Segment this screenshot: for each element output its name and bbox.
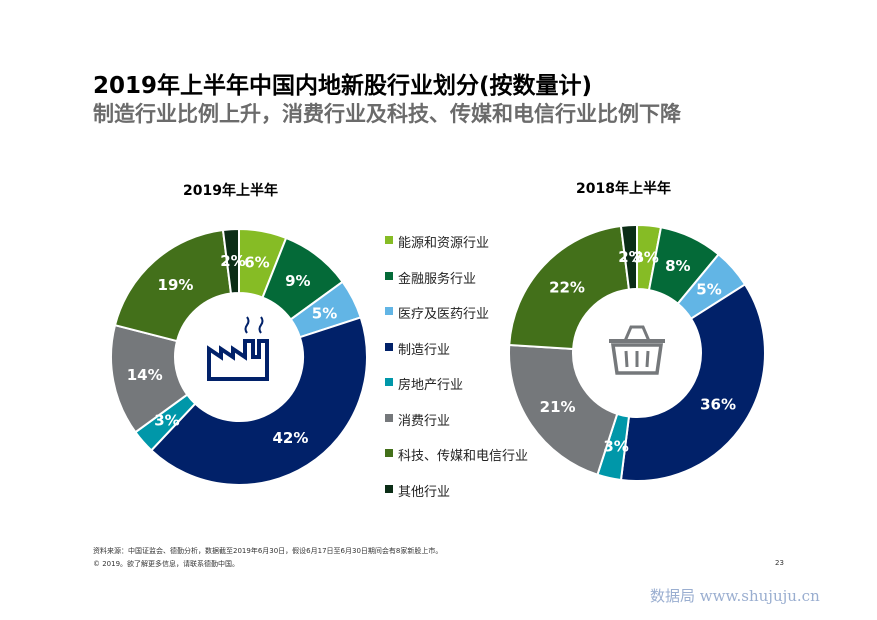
legend-label: 制造行业 xyxy=(398,342,451,358)
data-label-2019-7: 2% xyxy=(220,252,245,270)
legend-label: 金融服务行业 xyxy=(398,271,477,287)
data-label-2018-1: 8% xyxy=(665,257,690,275)
donut-slice-2019-7 xyxy=(221,228,240,295)
donut-slice-2019-3 xyxy=(149,316,368,486)
data-label-2018-3: 36% xyxy=(700,395,736,413)
legend-swatch xyxy=(385,378,393,386)
page-subtitle: 制造行业比例上升，消费行业及科技、传媒和电信行业比例下降 xyxy=(93,102,681,126)
factory-icon xyxy=(207,316,269,381)
chart-title-2018: 2018年上半年 xyxy=(576,181,671,197)
legend-swatch xyxy=(385,484,393,493)
copyright-note: © 2019。欲了解更多信息，请联系德勤中国。 xyxy=(93,560,240,568)
legend-swatch xyxy=(385,307,393,315)
data-label-2019-3: 42% xyxy=(272,429,308,447)
legend-swatch xyxy=(385,271,393,280)
legend-swatch xyxy=(385,236,393,244)
legend-swatch xyxy=(385,413,393,422)
donut-slice-2018-3 xyxy=(619,283,766,482)
legend-label: 科技、传媒和电信行业 xyxy=(398,449,529,464)
page-number: 23 xyxy=(775,559,784,567)
legend-swatch xyxy=(385,342,393,351)
data-label-2018-7: 2% xyxy=(618,248,643,266)
data-label-2018-6: 22% xyxy=(549,278,585,296)
legend-label: 医疗及医药行业 xyxy=(398,307,490,322)
donut-slice-2018-5 xyxy=(508,343,619,476)
data-label-2018-0: 3% xyxy=(633,248,658,266)
legend-label: 消费行业 xyxy=(398,413,451,429)
legend-label: 房地产行业 xyxy=(398,378,464,393)
data-label-2019-5: 14% xyxy=(127,366,163,384)
legend-label: 其他行业 xyxy=(398,484,451,500)
donut-slice-2018-6 xyxy=(508,224,631,351)
data-label-2018-2: 5% xyxy=(696,281,721,299)
shopping-basket-icon xyxy=(609,325,665,375)
source-note: 资料来源：中国证监会、德勤分析，数据截至2019年6月30日，假设6月17日至6… xyxy=(93,547,443,555)
data-label-2019-1: 9% xyxy=(285,272,310,290)
donut-slice-2018-7 xyxy=(619,224,638,291)
chart-title-2019: 2019年上半年 xyxy=(183,183,278,199)
donut-chart-2019: 6% 9%5% 42% 3% 14% 19% 2% xyxy=(110,228,368,486)
watermark: 数据局 www.shujuju.cn xyxy=(650,587,820,605)
data-label-2018-4: 3% xyxy=(603,438,628,456)
data-label-2018-5: 21% xyxy=(540,398,576,416)
donut-slice-2019-6 xyxy=(113,228,233,343)
data-label-2019-0: 6% xyxy=(244,254,269,272)
legend-swatch xyxy=(385,449,393,457)
data-label-2019-6: 19% xyxy=(158,276,194,294)
data-label-2019-4: 3% xyxy=(154,411,179,429)
data-label-2019-2: 5% xyxy=(312,304,337,322)
legend-label: 能源和资源行业 xyxy=(398,236,490,251)
page-title: 2019年上半年中国内地新股行业划分(按数量计) xyxy=(93,73,593,99)
donut-chart-2018: 3% 8% 5% 36% 3% 21% 22% 2% xyxy=(508,224,766,482)
